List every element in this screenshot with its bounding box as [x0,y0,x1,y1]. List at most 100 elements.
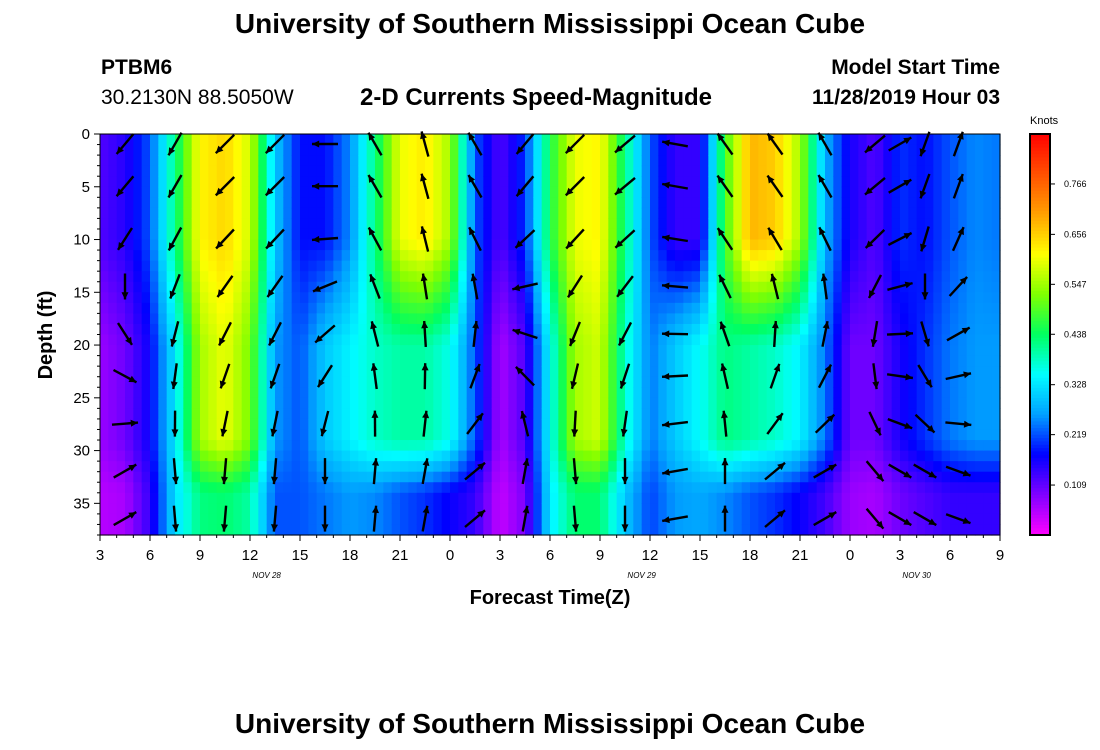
heatmap-cell [791,176,801,188]
heatmap-cell [533,524,543,536]
current-vector-head [923,338,930,347]
heatmap-cell [958,366,968,378]
heatmap-cell [258,186,268,198]
heatmap-cell [708,503,718,515]
heatmap-cell [908,281,918,293]
heatmap-cell [366,334,376,346]
heatmap-cell [550,397,559,409]
heatmap-cell [225,165,234,177]
heatmap-cell [425,281,434,293]
heatmap-cell [983,165,993,177]
heatmap-cell [541,197,551,209]
heatmap-cell [958,271,968,283]
heatmap-cell [625,461,634,473]
heatmap-cell [733,165,743,177]
y-tick-label: 20 [73,337,90,354]
heatmap-cell [241,186,251,198]
heatmap-cell [891,429,901,441]
heatmap-cell [616,450,626,462]
heatmap-cell [333,250,343,262]
heatmap-cell [883,271,893,283]
current-vector-head [905,373,913,381]
heatmap-cell [450,165,459,177]
heatmap-cell [133,186,143,198]
heatmap-cell [283,207,293,220]
heatmap-cell [975,471,984,483]
heatmap-cell [275,429,284,441]
heatmap-cell [166,461,176,473]
heatmap-cell [600,239,609,251]
heatmap-cell [750,271,759,283]
heatmap-cell [591,302,601,314]
heatmap-cell [316,323,326,336]
heatmap-cell [575,513,584,526]
heatmap-cell [958,397,968,409]
heatmap-cell [783,197,793,209]
heatmap-cell [533,376,543,388]
heatmap-cell [458,155,468,167]
heatmap-cell [633,440,643,452]
heatmap-cell [275,313,284,325]
heatmap-cell [841,165,851,177]
heatmap-cell [900,524,909,536]
heatmap-cell [775,503,784,515]
heatmap-cell [408,366,418,378]
heatmap-cell [233,302,243,314]
current-vector [214,133,236,155]
heatmap-cell [850,165,859,177]
heatmap-cell [175,482,184,494]
heatmap-cell [866,260,876,272]
heatmap-cell [616,155,626,167]
heatmap-cell [700,461,709,473]
heatmap-cell [591,281,601,293]
heatmap-cell [558,503,568,515]
heatmap-cell [400,260,409,272]
heatmap-cell [425,323,434,336]
heatmap-cell [850,313,859,325]
current-vector [770,273,780,300]
heatmap-cell [175,387,184,399]
heatmap-cell [841,144,851,156]
heatmap-cell [791,165,801,177]
heatmap-cell [525,418,534,431]
heatmap-cell [858,281,868,293]
heatmap-cell [583,281,593,293]
heatmap-cell [408,503,418,515]
current-vector [470,273,479,300]
heatmap-cell [191,207,201,220]
heatmap-cell [783,397,793,409]
heatmap-cell [241,366,251,378]
heatmap-cell [341,503,351,515]
heatmap-cell [800,250,809,262]
heatmap-cell [358,281,368,293]
heatmap-cell [941,239,951,251]
heatmap-cell [708,366,718,378]
heatmap-cell [408,281,418,293]
heatmap-cell [391,271,401,283]
colorbar-segment [1030,267,1050,272]
heatmap-cell [108,165,118,177]
heatmap-cell [558,260,568,272]
heatmap-cell [475,513,484,526]
heatmap-cell [125,397,134,409]
heatmap-cell [500,186,509,198]
heatmap-cell [225,524,234,536]
colorbar-segment [1030,367,1050,372]
heatmap-cell [250,482,259,494]
heatmap-cell [458,292,468,304]
heatmap-cell [491,271,501,283]
heatmap-cell [208,207,218,220]
current-vector [565,228,585,250]
heatmap-cell [175,376,184,388]
heatmap-cell [366,355,376,367]
heatmap-cell [583,165,593,177]
current-vector [914,413,936,434]
heatmap-cell [633,134,643,146]
heatmap-cell [458,250,468,262]
heatmap-cell [166,345,176,357]
heatmap-cell [808,408,818,420]
heatmap-cell [283,144,293,156]
heatmap-cell [516,376,526,388]
heatmap-cell [133,302,143,314]
heatmap-cell [916,471,926,483]
